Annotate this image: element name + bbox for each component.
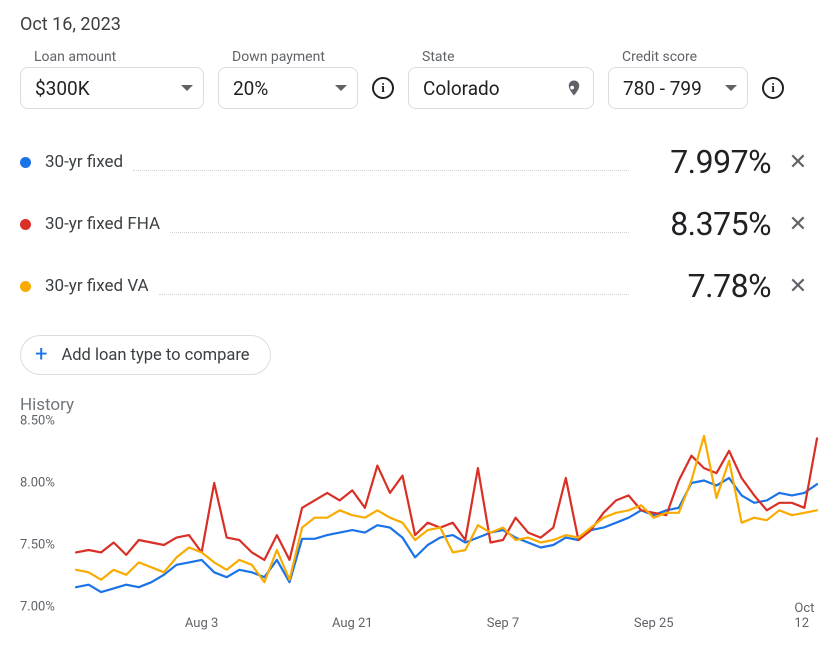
y-axis-tick: 8.50% [20,414,55,429]
credit-score-value: 780 - 799 [623,77,715,100]
info-icon[interactable]: i [762,77,784,99]
close-icon[interactable]: ✕ [779,150,817,175]
x-axis-tick: Sep 25 [634,616,674,631]
state-select[interactable]: Colorado [408,67,594,109]
history-chart: 7.00%7.50%8.00%8.50%Aug 3Aug 21Sep 7Sep … [20,421,817,631]
down-payment-filter: Down payment 20% [218,49,358,109]
series-color-dot [20,157,31,168]
close-icon[interactable]: ✕ [779,274,817,299]
chevron-down-icon [181,85,193,91]
series-line [76,436,817,582]
rate-name: 30-yr fixed [45,152,123,172]
close-icon[interactable]: ✕ [779,212,817,237]
dotted-separator [159,294,629,295]
loan-amount-filter: Loan amount $300K [20,49,204,109]
state-label: State [422,49,594,65]
info-icon[interactable]: i [372,77,394,99]
rate-name: 30-yr fixed FHA [45,214,160,234]
down-payment-info: i [372,67,394,109]
state-filter: State Colorado [408,49,594,109]
x-axis-tick: Aug 21 [332,616,373,631]
down-payment-label: Down payment [232,49,358,65]
chevron-down-icon [335,85,347,91]
add-loan-type-button[interactable]: + Add loan type to compare [20,335,271,375]
dotted-separator [133,170,629,171]
state-value: Colorado [423,77,555,100]
credit-score-info: i [762,67,784,109]
chevron-down-icon [725,85,737,91]
location-pin-icon [565,77,583,99]
rate-name: 30-yr fixed VA [45,276,149,296]
date-heading: Oct 16, 2023 [20,14,817,35]
history-label: History [20,395,817,415]
down-payment-select[interactable]: 20% [218,67,358,109]
y-axis-tick: 8.00% [20,476,55,491]
loan-amount-value: $300K [35,77,171,100]
plus-icon: + [35,344,47,366]
x-axis-tick: Aug 3 [185,616,218,631]
add-loan-type-label: Add loan type to compare [61,346,249,365]
rate-value: 7.78% [641,267,771,305]
loan-amount-label: Loan amount [34,49,204,65]
rate-value: 8.375% [641,205,771,243]
rate-row: 30-yr fixed 7.997% ✕ [20,131,817,193]
y-axis-tick: 7.50% [20,538,55,553]
credit-score-select[interactable]: 780 - 799 [608,67,748,109]
filter-row: Loan amount $300K Down payment 20% i Sta… [20,49,817,109]
dotted-separator [170,232,629,233]
x-axis-tick: Sep 7 [487,616,519,631]
chart-svg [76,421,817,607]
series-color-dot [20,219,31,230]
loan-amount-select[interactable]: $300K [20,67,204,109]
series-color-dot [20,281,31,292]
credit-score-filter: Credit score 780 - 799 [608,49,748,109]
rate-value: 7.997% [641,143,771,181]
down-payment-value: 20% [233,77,325,100]
rates-list: 30-yr fixed 7.997% ✕ 30-yr fixed FHA 8.375% ✕… [20,131,817,317]
rate-row: 30-yr fixed VA 7.78% ✕ [20,255,817,317]
y-axis-tick: 7.00% [20,600,55,615]
credit-score-label: Credit score [622,49,748,65]
rate-row: 30-yr fixed FHA 8.375% ✕ [20,193,817,255]
